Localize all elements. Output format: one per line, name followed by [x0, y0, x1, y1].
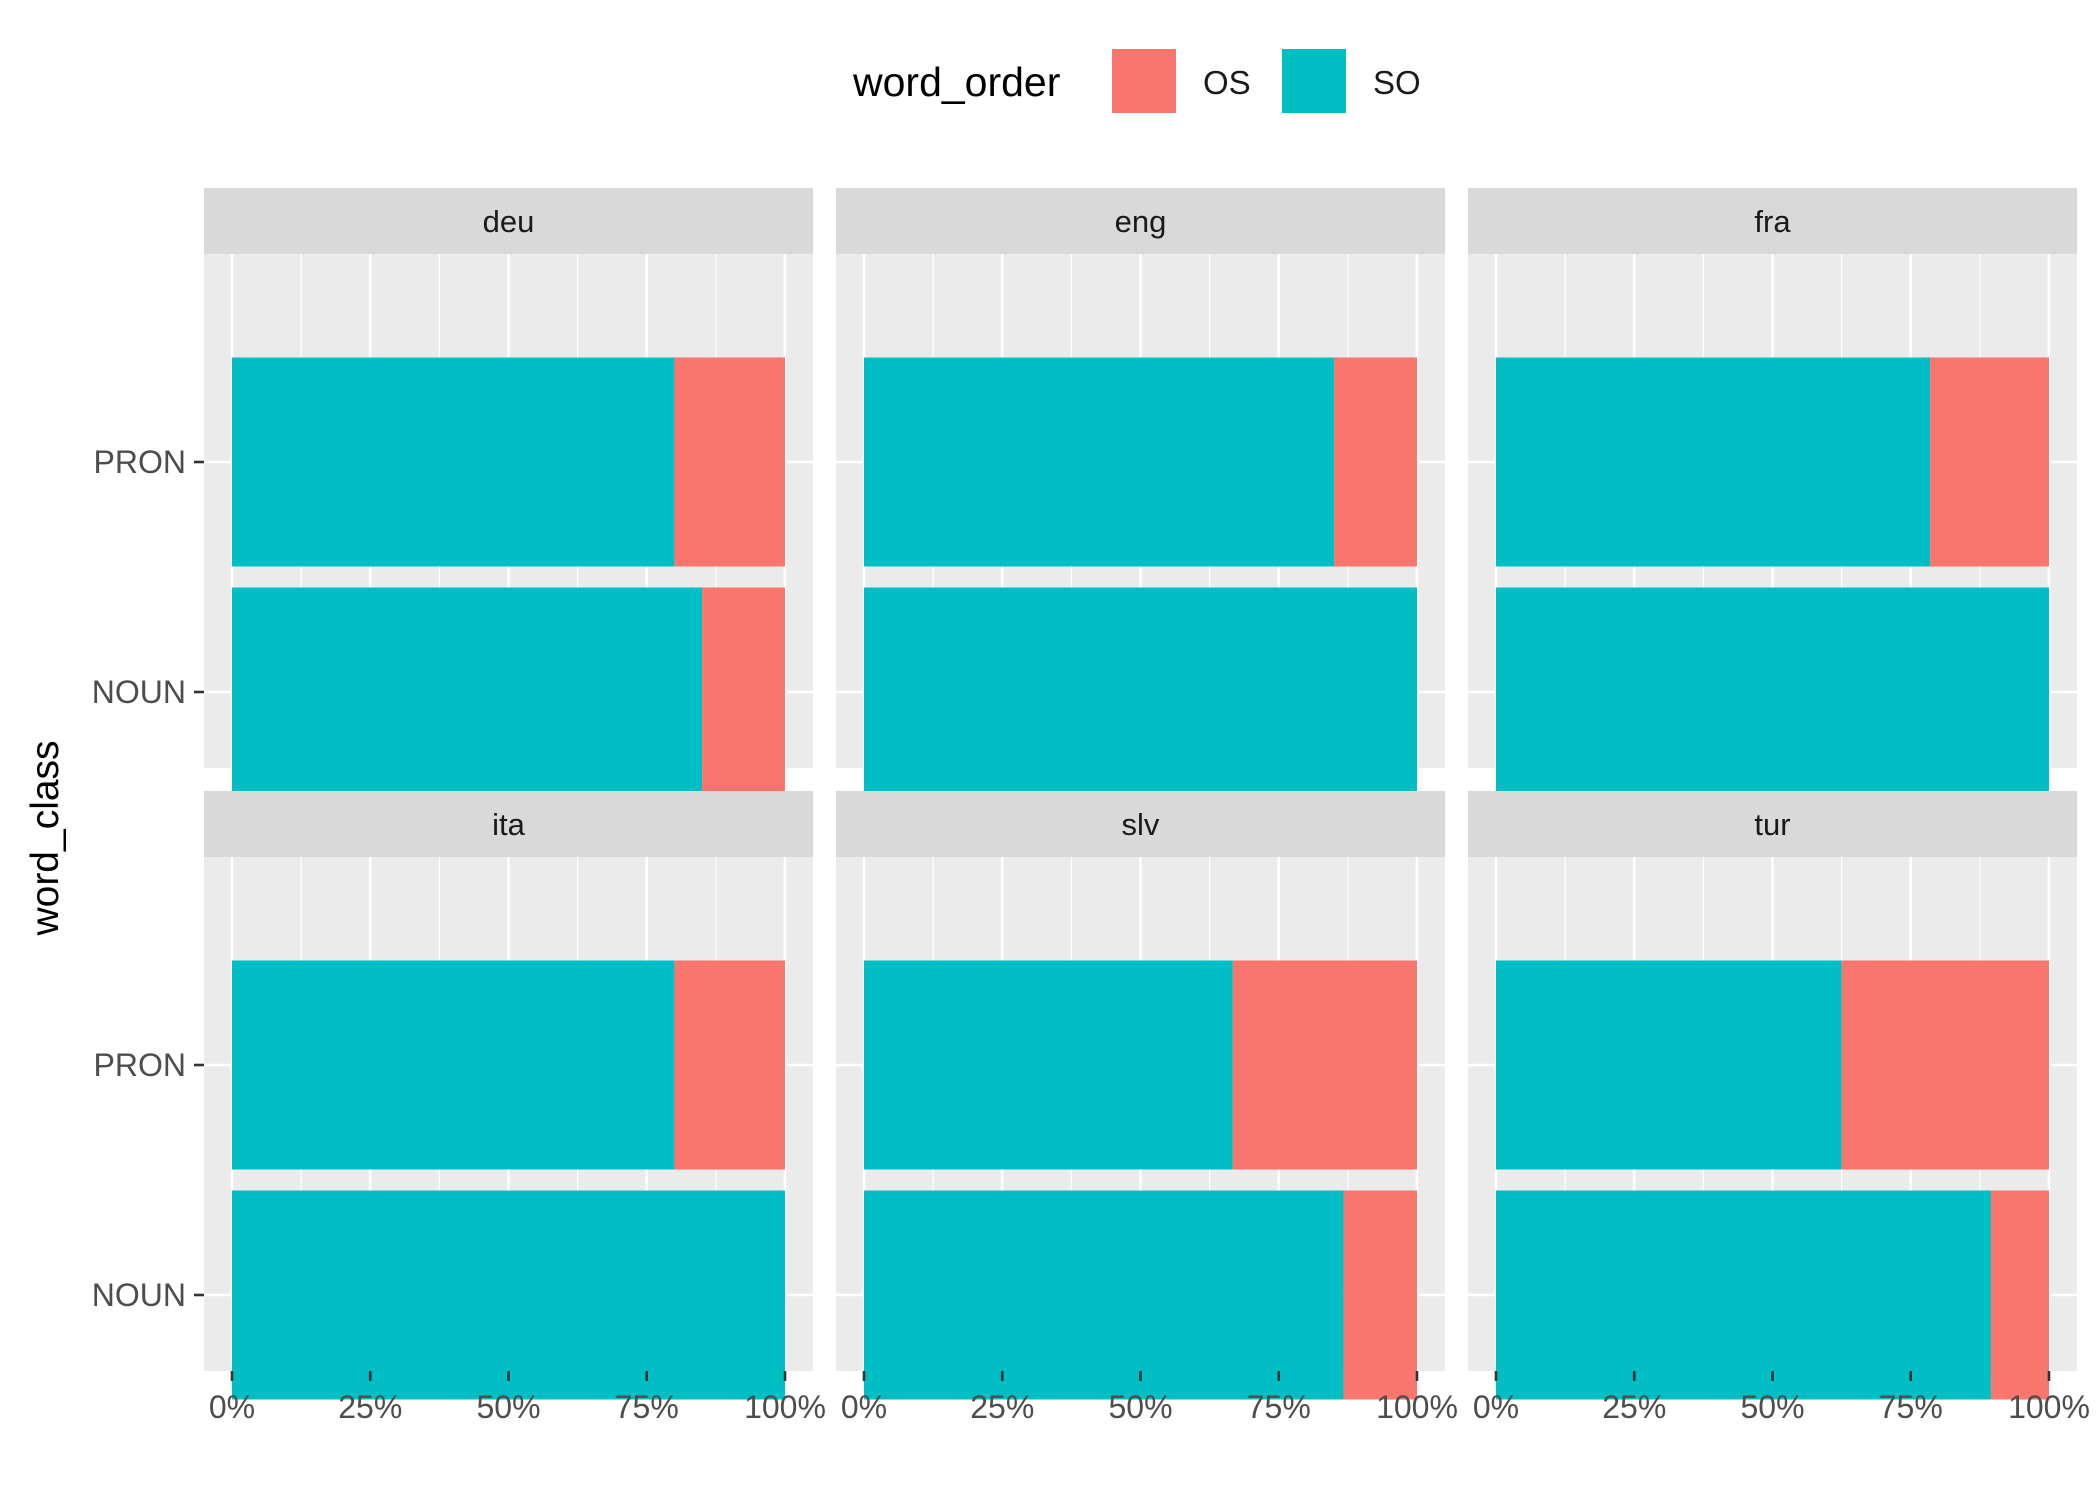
- facet-ita: ita PRON NOUN 0% 25% 50% 75% 100%: [92, 791, 826, 1425]
- legend-key-so: [1280, 47, 1348, 115]
- legend: word_order OS SO: [852, 47, 1421, 115]
- x-tick-label: 100%: [1376, 1389, 1458, 1425]
- facet-tur: tur 0% 25% 50% 75% 100%: [1468, 791, 2090, 1425]
- y-tick-label-pron: PRON: [94, 444, 186, 480]
- bar-slv-noun-os: [1343, 1190, 1417, 1400]
- strip-fra: [1468, 188, 2077, 254]
- bar-fra-pron-os: [1930, 357, 2049, 567]
- bar-eng-pron-so: [864, 357, 1335, 567]
- bar-eng-pron-os: [1334, 357, 1417, 567]
- y-tick-label-noun: NOUN: [92, 1277, 186, 1313]
- bar-ita-pron-os: [674, 960, 785, 1170]
- x-tick-label: 25%: [338, 1389, 402, 1425]
- strip-label-ita: ita: [492, 807, 526, 842]
- x-tick-label: 0%: [1473, 1389, 1519, 1425]
- facet-slv: slv 0% 25% 50% 75% 100%: [836, 791, 1458, 1425]
- y-tick-label-pron: PRON: [94, 1047, 186, 1083]
- x-tick-label: 50%: [476, 1389, 540, 1425]
- legend-key-os: [1110, 47, 1178, 115]
- bar-tur-noun-os: [1990, 1190, 2049, 1400]
- x-tick-label: 75%: [1879, 1389, 1943, 1425]
- bar-tur-pron-so: [1496, 960, 1842, 1170]
- facet-deu: deu PRON NOUN: [92, 188, 813, 797]
- bar-deu-noun-so: [232, 587, 703, 797]
- x-tick-label: 100%: [744, 1389, 826, 1425]
- facet-eng: eng: [836, 188, 1445, 797]
- bar-fra-noun-so: [1496, 587, 2049, 797]
- bar-ita-noun-so: [232, 1190, 785, 1400]
- x-tick-label: 75%: [615, 1389, 679, 1425]
- bar-eng-noun-so: [864, 587, 1417, 797]
- x-tick-label: 0%: [841, 1389, 887, 1425]
- bar-tur-noun-so: [1496, 1190, 1991, 1400]
- strip-tur: [1468, 791, 2077, 857]
- strip-label-eng: eng: [1115, 204, 1167, 239]
- legend-label-os: OS: [1203, 64, 1251, 101]
- x-tick-label: 100%: [2008, 1389, 2090, 1425]
- bar-deu-noun-os: [702, 587, 785, 797]
- x-tick-label: 25%: [970, 1389, 1034, 1425]
- bar-fra-pron-so: [1496, 357, 1931, 567]
- strip-label-deu: deu: [483, 204, 535, 239]
- strip-deu: [204, 188, 813, 254]
- x-tick-label: 0%: [209, 1389, 255, 1425]
- y-tick-label-noun: NOUN: [92, 674, 186, 710]
- x-tick-label: 50%: [1740, 1389, 1804, 1425]
- strip-label-slv: slv: [1122, 807, 1160, 842]
- bar-tur-pron-os: [1841, 960, 2049, 1170]
- legend-label-so: SO: [1373, 64, 1421, 101]
- bar-slv-pron-os: [1232, 960, 1417, 1170]
- bar-slv-pron-so: [864, 960, 1233, 1170]
- x-tick-label: 25%: [1602, 1389, 1666, 1425]
- facet-fra: fra: [1468, 188, 2077, 797]
- strip-slv: [836, 791, 1445, 857]
- bar-ita-pron-so: [232, 960, 675, 1170]
- strip-eng: [836, 188, 1445, 254]
- legend-title: word_order: [852, 59, 1060, 105]
- strip-label-fra: fra: [1754, 204, 1791, 239]
- strip-label-tur: tur: [1754, 807, 1790, 842]
- bar-deu-pron-os: [674, 357, 785, 567]
- x-tick-label: 50%: [1108, 1389, 1172, 1425]
- bar-deu-pron-so: [232, 357, 675, 567]
- strip-ita: [204, 791, 813, 857]
- bar-slv-noun-so: [864, 1190, 1344, 1400]
- y-axis-title: word_class: [24, 740, 67, 936]
- x-tick-label: 75%: [1247, 1389, 1311, 1425]
